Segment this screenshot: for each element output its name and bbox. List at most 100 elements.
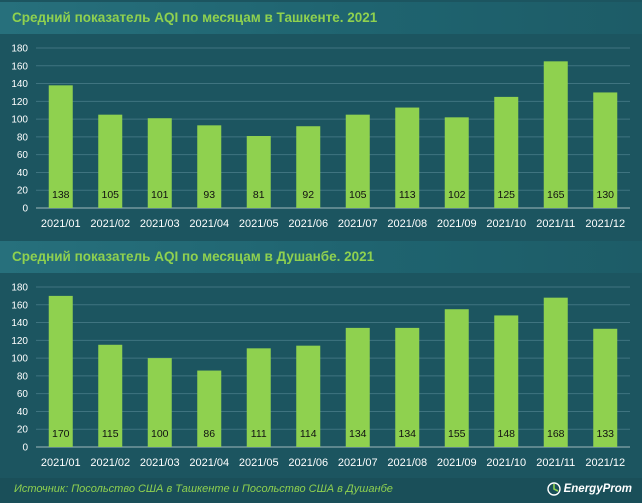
x-tick-label: 2021/12: [585, 218, 625, 230]
data-label: 102: [448, 189, 466, 201]
y-tick-label: 100: [11, 354, 28, 365]
data-label: 105: [101, 189, 119, 201]
bar: [543, 61, 568, 208]
data-label: 125: [497, 189, 515, 201]
x-tick-label: 2021/09: [437, 218, 477, 230]
data-label: 114: [300, 428, 317, 440]
y-tick-label: 100: [11, 115, 28, 126]
bar: [147, 118, 172, 208]
bar: [48, 85, 73, 208]
x-tick-label: 2021/07: [338, 457, 378, 469]
bar: [296, 126, 321, 208]
data-label: 165: [547, 189, 565, 201]
data-label: 148: [497, 428, 515, 440]
bar: [246, 136, 271, 208]
bar: [444, 117, 469, 208]
data-label: 100: [151, 428, 169, 440]
data-label: 81: [253, 189, 265, 201]
chart2-title-band: Средний показатель AQI по месяцам в Душа…: [0, 241, 642, 273]
x-tick-label: 2021/12: [585, 457, 625, 469]
data-label: 93: [203, 189, 215, 201]
x-tick-label: 2021/03: [140, 457, 180, 469]
y-tick-label: 160: [11, 300, 28, 311]
data-label: 133: [596, 428, 614, 440]
chart1-title-band: Средний показатель AQI по месяцам в Ташк…: [0, 2, 642, 34]
data-label: 168: [547, 428, 565, 440]
data-label: 170: [52, 428, 70, 440]
data-label: 113: [399, 189, 416, 201]
data-label: 111: [251, 428, 267, 440]
bar: [395, 107, 420, 208]
y-tick-label: 180: [11, 44, 28, 55]
y-tick-label: 140: [11, 318, 28, 329]
chart1-tashkent-aqi: 0 20 40 60 80 100 120 140 160 180 138 2021/01 105 202…: [11, 44, 630, 230]
chart2-dushanbe-aqi: 0 20 40 60 80 100 120 140 160 180 170 2021/01 115 202…: [11, 283, 630, 469]
data-label: 134: [349, 428, 367, 440]
bar: [444, 309, 469, 447]
x-tick-label: 2021/10: [486, 457, 526, 469]
x-tick-label: 2021/01: [41, 218, 81, 230]
energyprom-logo[interactable]: EnergyProm: [546, 482, 632, 496]
data-label: 86: [203, 428, 215, 440]
data-label: 105: [349, 189, 367, 201]
bar: [147, 358, 172, 447]
bar: [494, 315, 519, 447]
bar: [48, 295, 73, 447]
x-tick-label: 2021/05: [239, 218, 279, 230]
x-tick-label: 2021/06: [288, 218, 328, 230]
x-tick-label: 2021/07: [338, 218, 378, 230]
data-label: 134: [398, 428, 416, 440]
y-tick-label: 60: [17, 150, 29, 161]
x-tick-label: 2021/08: [387, 218, 427, 230]
bar: [345, 327, 370, 447]
data-label: 130: [596, 189, 614, 201]
bar: [593, 92, 618, 208]
logo-text: EnergyProm: [563, 483, 632, 495]
y-tick-label: 80: [17, 371, 29, 382]
x-tick-label: 2021/01: [41, 457, 81, 469]
bar: [197, 370, 222, 447]
bar: [345, 114, 370, 208]
y-tick-label: 20: [17, 425, 29, 436]
x-tick-label: 2021/05: [239, 457, 279, 469]
bar: [395, 327, 420, 447]
data-label: 92: [302, 189, 314, 201]
y-tick-label: 120: [11, 336, 28, 347]
x-tick-label: 2021/06: [288, 457, 328, 469]
x-tick-label: 2021/04: [189, 457, 229, 469]
x-tick-label: 2021/02: [90, 457, 130, 469]
x-tick-label: 2021/08: [387, 457, 427, 469]
x-tick-label: 2021/09: [437, 457, 477, 469]
energyprom-logo-icon: [546, 482, 561, 496]
bar: [543, 297, 568, 447]
chart2-title: Средний показатель AQI по месяцам в Душа…: [12, 249, 375, 264]
chart1-title: Средний показатель AQI по месяцам в Ташк…: [12, 10, 378, 25]
y-tick-label: 0: [22, 204, 28, 215]
y-tick-label: 0: [22, 443, 28, 454]
data-label: 115: [102, 428, 119, 440]
data-label: 101: [151, 189, 169, 201]
y-tick-label: 120: [11, 97, 28, 108]
x-tick-label: 2021/11: [536, 218, 575, 230]
bar: [494, 96, 519, 208]
y-tick-label: 80: [17, 132, 29, 143]
x-tick-label: 2021/10: [486, 218, 526, 230]
x-tick-label: 2021/02: [90, 218, 130, 230]
x-tick-label: 2021/11: [536, 457, 575, 469]
y-tick-label: 40: [17, 168, 29, 179]
source-note: Источник: Посольство США в Ташкенте и По…: [14, 483, 393, 495]
y-tick-label: 60: [17, 389, 29, 400]
data-label: 155: [448, 428, 466, 440]
x-tick-label: 2021/04: [189, 218, 229, 230]
y-tick-label: 180: [11, 283, 28, 294]
x-tick-label: 2021/03: [140, 218, 180, 230]
y-tick-label: 20: [17, 186, 29, 197]
bar: [98, 344, 123, 447]
y-tick-label: 40: [17, 407, 29, 418]
y-tick-label: 140: [11, 79, 28, 90]
footer: Источник: Посольство США в Ташкенте и По…: [0, 478, 642, 503]
bar: [197, 125, 222, 208]
y-tick-label: 160: [11, 61, 28, 72]
bar: [246, 348, 271, 447]
bar: [593, 328, 618, 447]
